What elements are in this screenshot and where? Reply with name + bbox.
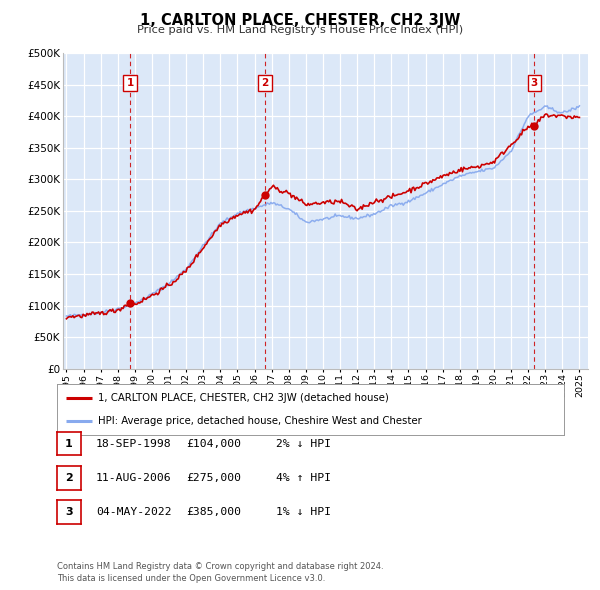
Text: 18-SEP-1998: 18-SEP-1998 bbox=[96, 439, 172, 448]
Text: 1: 1 bbox=[65, 439, 73, 448]
Text: 3: 3 bbox=[65, 507, 73, 517]
Text: 1, CARLTON PLACE, CHESTER, CH2 3JW: 1, CARLTON PLACE, CHESTER, CH2 3JW bbox=[140, 13, 460, 28]
Text: Contains HM Land Registry data © Crown copyright and database right 2024.
This d: Contains HM Land Registry data © Crown c… bbox=[57, 562, 383, 583]
Text: 1, CARLTON PLACE, CHESTER, CH2 3JW (detached house): 1, CARLTON PLACE, CHESTER, CH2 3JW (deta… bbox=[98, 392, 388, 402]
Text: 1: 1 bbox=[127, 78, 134, 88]
Text: HPI: Average price, detached house, Cheshire West and Chester: HPI: Average price, detached house, Ches… bbox=[98, 417, 421, 427]
Text: 4% ↑ HPI: 4% ↑ HPI bbox=[276, 473, 331, 483]
Text: 04-MAY-2022: 04-MAY-2022 bbox=[96, 507, 172, 517]
Text: 2% ↓ HPI: 2% ↓ HPI bbox=[276, 439, 331, 448]
Text: 3: 3 bbox=[530, 78, 538, 88]
Text: 1% ↓ HPI: 1% ↓ HPI bbox=[276, 507, 331, 517]
Text: 2: 2 bbox=[65, 473, 73, 483]
Text: Price paid vs. HM Land Registry's House Price Index (HPI): Price paid vs. HM Land Registry's House … bbox=[137, 25, 463, 35]
Text: £385,000: £385,000 bbox=[186, 507, 241, 517]
Text: 11-AUG-2006: 11-AUG-2006 bbox=[96, 473, 172, 483]
Text: £104,000: £104,000 bbox=[186, 439, 241, 448]
Text: £275,000: £275,000 bbox=[186, 473, 241, 483]
Text: 2: 2 bbox=[262, 78, 269, 88]
